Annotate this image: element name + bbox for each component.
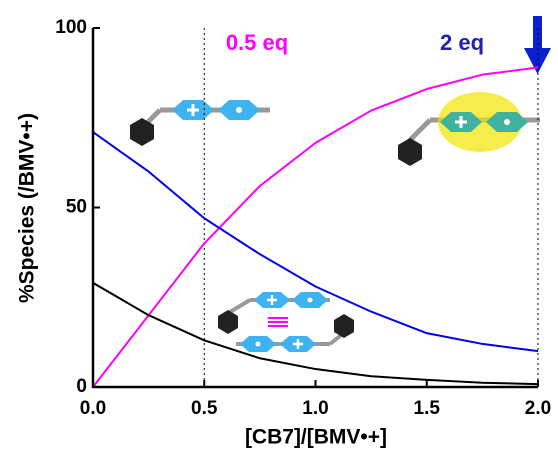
axis [91,28,538,389]
annotation: 2 eq [440,30,484,55]
y-tick-label: 0 [76,376,87,397]
x-tick-label: 1.5 [414,398,441,419]
annotation: 0.5 eq [226,30,288,55]
y-tick-label: 50 [66,197,87,218]
molecule-icon [130,100,270,146]
molecule-icon [218,292,354,352]
series-line [92,282,539,386]
series-line [92,131,539,353]
series-line [92,66,539,388]
y-axis-label: %Species (/BMV•+) [16,113,39,303]
x-tick-label: 0.5 [191,398,218,419]
x-tick-label: 0.0 [80,398,106,419]
y-tick-label: 100 [55,17,87,38]
x-tick-label: 1.0 [302,398,328,419]
molecule-icon [398,92,540,166]
x-tick-label: 2.0 [525,398,551,419]
x-axis-label: [CB7]/[BMV•+] [245,426,387,449]
